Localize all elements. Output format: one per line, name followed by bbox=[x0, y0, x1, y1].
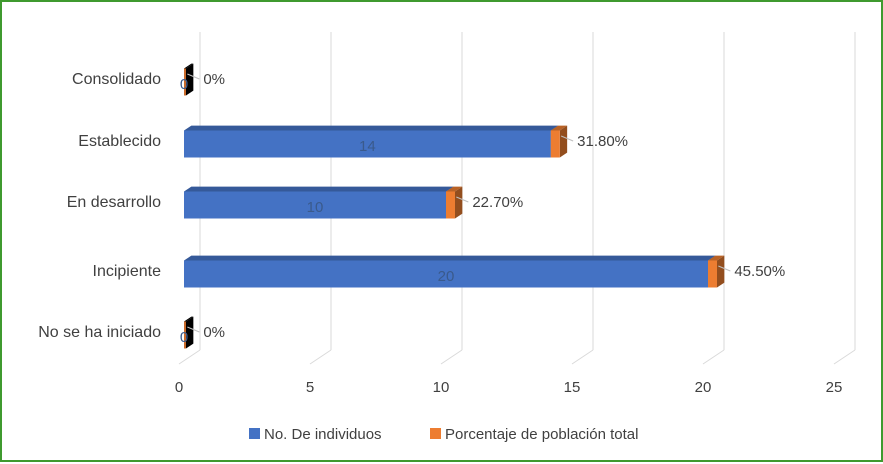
data-label-porcentaje: 45.50% bbox=[734, 263, 785, 280]
legend-swatch-porcentaje bbox=[430, 428, 441, 439]
category-label: Consolidado bbox=[72, 71, 161, 88]
leader-line bbox=[560, 135, 574, 142]
leader-line bbox=[187, 326, 200, 333]
x-tick-label: 5 bbox=[306, 379, 314, 396]
category-label: Incipiente bbox=[93, 263, 162, 280]
legend-swatch-individuos bbox=[249, 428, 260, 439]
legend-label-porcentaje: Porcentaje de población total bbox=[445, 426, 638, 443]
legend: No. De individuos Porcentaje de població… bbox=[249, 426, 638, 443]
data-label-individuos: 20 bbox=[438, 268, 455, 285]
data-label-individuos: 0 bbox=[180, 76, 188, 93]
data-label-porcentaje: 0% bbox=[203, 324, 225, 341]
bar-porcentaje bbox=[550, 125, 568, 158]
gridline-floor-10 bbox=[440, 349, 463, 365]
bar-individuos bbox=[184, 186, 454, 219]
x-tick-label: 25 bbox=[826, 379, 843, 396]
bar-porcentaje bbox=[184, 316, 194, 349]
x-tick-label: 20 bbox=[695, 379, 712, 396]
category-label: Establecido bbox=[78, 133, 161, 150]
data-label-individuos: 10 bbox=[307, 199, 324, 216]
leader-line bbox=[187, 73, 200, 80]
category-label: No se ha iniciado bbox=[38, 324, 161, 341]
data-label-porcentaje: 0% bbox=[203, 71, 225, 88]
bar-porcentaje bbox=[446, 186, 463, 219]
gridline-floor-0 bbox=[178, 349, 201, 365]
leader-line bbox=[456, 196, 469, 203]
x-tick-label: 10 bbox=[433, 379, 450, 396]
category-label: En desarrollo bbox=[67, 194, 161, 211]
leader-line bbox=[718, 265, 731, 272]
gridline-floor-20 bbox=[702, 349, 725, 365]
gridline-floor-5 bbox=[309, 349, 332, 365]
gridline-floor-25 bbox=[833, 349, 856, 365]
data-label-porcentaje: 22.70% bbox=[472, 194, 523, 211]
bar-porcentaje bbox=[184, 63, 194, 96]
data-label-porcentaje: 31.80% bbox=[577, 133, 628, 150]
gridline-floor-15 bbox=[571, 349, 594, 365]
x-tick-label: 15 bbox=[564, 379, 581, 396]
data-label-individuos: 0 bbox=[180, 329, 188, 346]
legend-label-individuos: No. De individuos bbox=[264, 426, 382, 443]
bar-porcentaje bbox=[708, 255, 725, 288]
bar-individuos bbox=[184, 125, 559, 158]
x-tick-label: 0 bbox=[175, 379, 183, 396]
data-label-individuos: 14 bbox=[359, 138, 376, 155]
